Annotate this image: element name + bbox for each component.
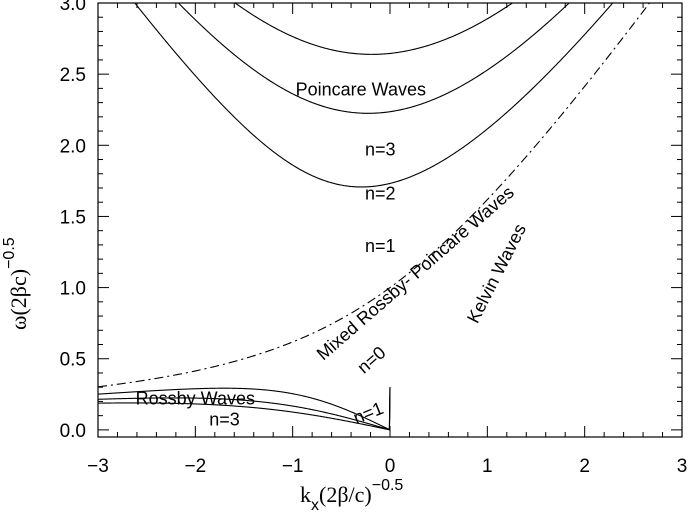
- x-tick-label: 2: [579, 456, 590, 477]
- annotation-label: Rossby Waves: [136, 388, 255, 408]
- curve-rossby-n2: [98, 387, 391, 431]
- x-axis-title-sub: x: [311, 497, 319, 514]
- curve-yanai-n0: [98, 3, 651, 388]
- x-tick-label: −1: [282, 456, 304, 477]
- y-tick-label: 0.0: [60, 421, 86, 442]
- y-tick-label: 2.0: [60, 136, 86, 157]
- y-tick-label: 2.5: [60, 65, 86, 86]
- y-axis-title: ω(2βc)−0.5: [1, 237, 31, 330]
- y-tick-label: 1.5: [60, 207, 86, 228]
- plot-frame: [97, 2, 683, 438]
- x-tick-label: 1: [482, 456, 493, 477]
- curve-rossby-n1: [98, 387, 391, 431]
- x-tick-label: 3: [677, 456, 688, 477]
- curve-poincare-n3: [234, 3, 514, 55]
- x-axis-title-exponent: −0.5: [372, 477, 404, 494]
- annotation-label: n=3: [209, 410, 240, 430]
- annotation-label: n=1: [365, 236, 396, 256]
- x-axis-title: kx(2β/c)−0.5: [300, 477, 403, 514]
- y-axis-title-exponent: −0.5: [1, 237, 18, 269]
- curve-poincare-n1: [134, 3, 614, 188]
- y-axis-title-main: ω(2βc): [6, 269, 31, 330]
- curve-group: [98, 3, 651, 431]
- y-tick-label: 3.0: [60, 0, 86, 15]
- x-tick-label: −2: [184, 456, 206, 477]
- curve-rossby-n3: [98, 387, 391, 431]
- y-tick-label: 1.0: [60, 279, 86, 300]
- annotation-label: n=3: [365, 139, 396, 159]
- annotation-label: n=0: [353, 342, 389, 377]
- annotation-label: n=2: [365, 183, 396, 203]
- annotation-label: Kelvin Waves: [463, 221, 530, 327]
- annotation-label: Poincare Waves: [296, 79, 426, 99]
- x-tick-label: 0: [385, 456, 396, 477]
- x-tick-label: −3: [87, 456, 109, 477]
- annotation-label: n=1: [350, 398, 386, 428]
- curve-poincare-n2: [177, 3, 570, 114]
- axis-ticks: −3 −2 −1 0 1 2 3 0.0 0.5 1.0 1.5 2.0 2.5 3.0: [60, 0, 688, 477]
- y-tick-label: 0.5: [60, 350, 86, 371]
- x-axis-title-k: k: [300, 482, 311, 507]
- x-axis-title-paren: (2β/c): [319, 482, 372, 507]
